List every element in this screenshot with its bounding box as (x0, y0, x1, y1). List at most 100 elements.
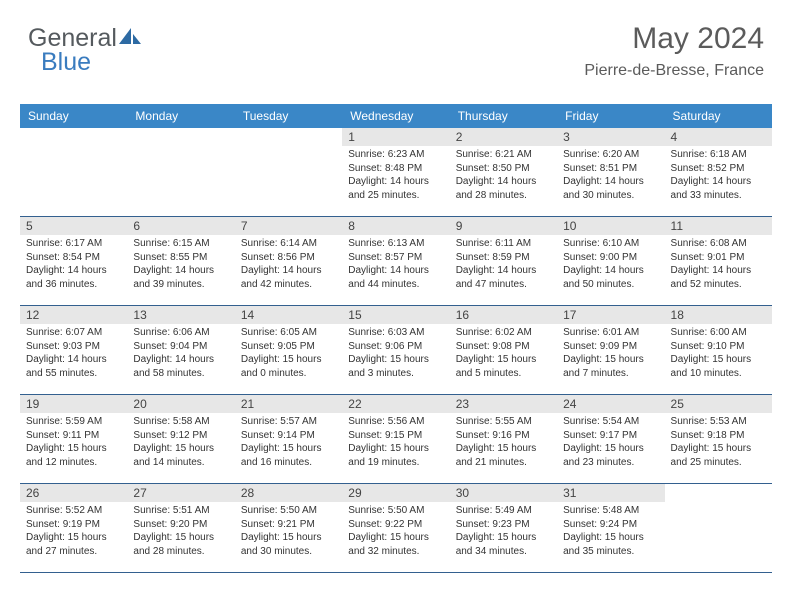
day-info: Sunrise: 6:03 AMSunset: 9:06 PMDaylight:… (348, 326, 443, 380)
day-number: 18 (665, 306, 772, 324)
sunset-text: Sunset: 9:14 PM (241, 429, 336, 443)
daylight-text: and 16 minutes. (241, 456, 336, 470)
calendar-cell: 15Sunrise: 6:03 AMSunset: 9:06 PMDayligh… (342, 306, 449, 394)
daylight-text: Daylight: 14 hours (348, 175, 443, 189)
sunrise-text: Sunrise: 6:01 AM (563, 326, 658, 340)
day-of-week-row: SundayMondayTuesdayWednesdayThursdayFrid… (20, 104, 772, 128)
daylight-text: Daylight: 15 hours (671, 442, 766, 456)
sunset-text: Sunset: 9:10 PM (671, 340, 766, 354)
calendar-cell: 3Sunrise: 6:20 AMSunset: 8:51 PMDaylight… (557, 128, 664, 216)
daylight-text: and 32 minutes. (348, 545, 443, 559)
daylight-text: and 35 minutes. (563, 545, 658, 559)
sunrise-text: Sunrise: 6:13 AM (348, 237, 443, 251)
day-info: Sunrise: 5:49 AMSunset: 9:23 PMDaylight:… (456, 504, 551, 558)
sunset-text: Sunset: 9:20 PM (133, 518, 228, 532)
day-info: Sunrise: 6:08 AMSunset: 9:01 PMDaylight:… (671, 237, 766, 291)
daylight-text: Daylight: 15 hours (671, 353, 766, 367)
day-of-week-header: Saturday (665, 104, 772, 128)
daylight-text: Daylight: 14 hours (26, 353, 121, 367)
day-info: Sunrise: 6:20 AMSunset: 8:51 PMDaylight:… (563, 148, 658, 202)
sunrise-text: Sunrise: 6:07 AM (26, 326, 121, 340)
day-number: 13 (127, 306, 234, 324)
calendar-cell: 14Sunrise: 6:05 AMSunset: 9:05 PMDayligh… (235, 306, 342, 394)
day-info: Sunrise: 5:56 AMSunset: 9:15 PMDaylight:… (348, 415, 443, 469)
sunset-text: Sunset: 9:08 PM (456, 340, 551, 354)
day-number: 21 (235, 395, 342, 413)
sunrise-text: Sunrise: 6:23 AM (348, 148, 443, 162)
month-title: May 2024 (584, 22, 764, 56)
sunrise-text: Sunrise: 5:56 AM (348, 415, 443, 429)
sunrise-text: Sunrise: 5:51 AM (133, 504, 228, 518)
daylight-text: and 27 minutes. (26, 545, 121, 559)
calendar-cell (127, 128, 234, 216)
daylight-text: and 5 minutes. (456, 367, 551, 381)
daylight-text: Daylight: 14 hours (348, 264, 443, 278)
week-row: 12Sunrise: 6:07 AMSunset: 9:03 PMDayligh… (20, 306, 772, 395)
day-number: 8 (342, 217, 449, 235)
day-info: Sunrise: 6:02 AMSunset: 9:08 PMDaylight:… (456, 326, 551, 380)
day-number: 16 (450, 306, 557, 324)
day-number: 22 (342, 395, 449, 413)
day-info: Sunrise: 5:50 AMSunset: 9:21 PMDaylight:… (241, 504, 336, 558)
daylight-text: and 23 minutes. (563, 456, 658, 470)
day-info: Sunrise: 6:07 AMSunset: 9:03 PMDaylight:… (26, 326, 121, 380)
daylight-text: and 7 minutes. (563, 367, 658, 381)
day-info: Sunrise: 6:11 AMSunset: 8:59 PMDaylight:… (456, 237, 551, 291)
calendar-cell: 13 Sunrise: 6:06 AMSunset: 9:04 PMDayligh… (127, 306, 234, 394)
sunset-text: Sunset: 9:09 PM (563, 340, 658, 354)
daylight-text: Daylight: 14 hours (456, 264, 551, 278)
sunrise-text: Sunrise: 5:58 AM (133, 415, 228, 429)
calendar-cell: 27Sunrise: 5:51 AMSunset: 9:20 PMDayligh… (127, 484, 234, 572)
day-number: 2 (450, 128, 557, 146)
day-info: Sunrise: 5:54 AMSunset: 9:17 PMDaylight:… (563, 415, 658, 469)
sunset-text: Sunset: 8:52 PM (671, 162, 766, 176)
sunrise-text: Sunrise: 5:50 AM (348, 504, 443, 518)
sunset-text: Sunset: 8:57 PM (348, 251, 443, 265)
sunset-text: Sunset: 9:01 PM (671, 251, 766, 265)
daylight-text: and 30 minutes. (241, 545, 336, 559)
daylight-text: and 21 minutes. (456, 456, 551, 470)
day-of-week-header: Monday (127, 104, 234, 128)
sunset-text: Sunset: 9:04 PM (133, 340, 228, 354)
daylight-text: Daylight: 15 hours (563, 353, 658, 367)
day-of-week-header: Wednesday (342, 104, 449, 128)
day-info: Sunrise: 6:06 AMSunset: 9:04 PMDaylight:… (133, 326, 228, 380)
sunrise-text: Sunrise: 5:57 AM (241, 415, 336, 429)
calendar-cell: 24 Sunrise: 5:54 AMSunset: 9:17 PMDayligh… (557, 395, 664, 483)
day-number: 31 (557, 484, 664, 502)
daylight-text: and 25 minutes. (348, 189, 443, 203)
daylight-text: and 52 minutes. (671, 278, 766, 292)
day-info: Sunrise: 6:18 AMSunset: 8:52 PMDaylight:… (671, 148, 766, 202)
day-info: Sunrise: 5:50 AMSunset: 9:22 PMDaylight:… (348, 504, 443, 558)
day-info: Sunrise: 5:48 AMSunset: 9:24 PMDaylight:… (563, 504, 658, 558)
daylight-text: Daylight: 15 hours (133, 442, 228, 456)
calendar-cell: 11Sunrise: 6:08 AMSunset: 9:01 PMDayligh… (665, 217, 772, 305)
daylight-text: Daylight: 14 hours (563, 175, 658, 189)
daylight-text: Daylight: 15 hours (241, 531, 336, 545)
calendar-cell: 28Sunrise: 5:50 AMSunset: 9:21 PMDayligh… (235, 484, 342, 572)
daylight-text: Daylight: 15 hours (563, 442, 658, 456)
calendar-cell: 2Sunrise: 6:21 AMSunset: 8:50 PMDaylight… (450, 128, 557, 216)
daylight-text: and 47 minutes. (456, 278, 551, 292)
sunrise-text: Sunrise: 6:02 AM (456, 326, 551, 340)
daylight-text: and 44 minutes. (348, 278, 443, 292)
sunset-text: Sunset: 9:05 PM (241, 340, 336, 354)
sunset-text: Sunset: 9:03 PM (26, 340, 121, 354)
daylight-text: and 58 minutes. (133, 367, 228, 381)
daylight-text: Daylight: 14 hours (26, 264, 121, 278)
daylight-text: Daylight: 15 hours (456, 442, 551, 456)
calendar-cell (235, 128, 342, 216)
calendar-cell: 25Sunrise: 5:53 AMSunset: 9:18 PMDayligh… (665, 395, 772, 483)
sunrise-text: Sunrise: 5:48 AM (563, 504, 658, 518)
logo-text-blue: Blue (41, 48, 91, 77)
day-number: 24 (557, 395, 664, 413)
day-info: Sunrise: 5:59 AMSunset: 9:11 PMDaylight:… (26, 415, 121, 469)
daylight-text: and 30 minutes. (563, 189, 658, 203)
sunrise-text: Sunrise: 6:06 AM (133, 326, 228, 340)
day-info: Sunrise: 5:57 AMSunset: 9:14 PMDaylight:… (241, 415, 336, 469)
sunrise-text: Sunrise: 5:53 AM (671, 415, 766, 429)
calendar-cell: 10Sunrise: 6:10 AMSunset: 9:00 PMDayligh… (557, 217, 664, 305)
daylight-text: and 33 minutes. (671, 189, 766, 203)
daylight-text: and 19 minutes. (348, 456, 443, 470)
day-number: 10 (557, 217, 664, 235)
